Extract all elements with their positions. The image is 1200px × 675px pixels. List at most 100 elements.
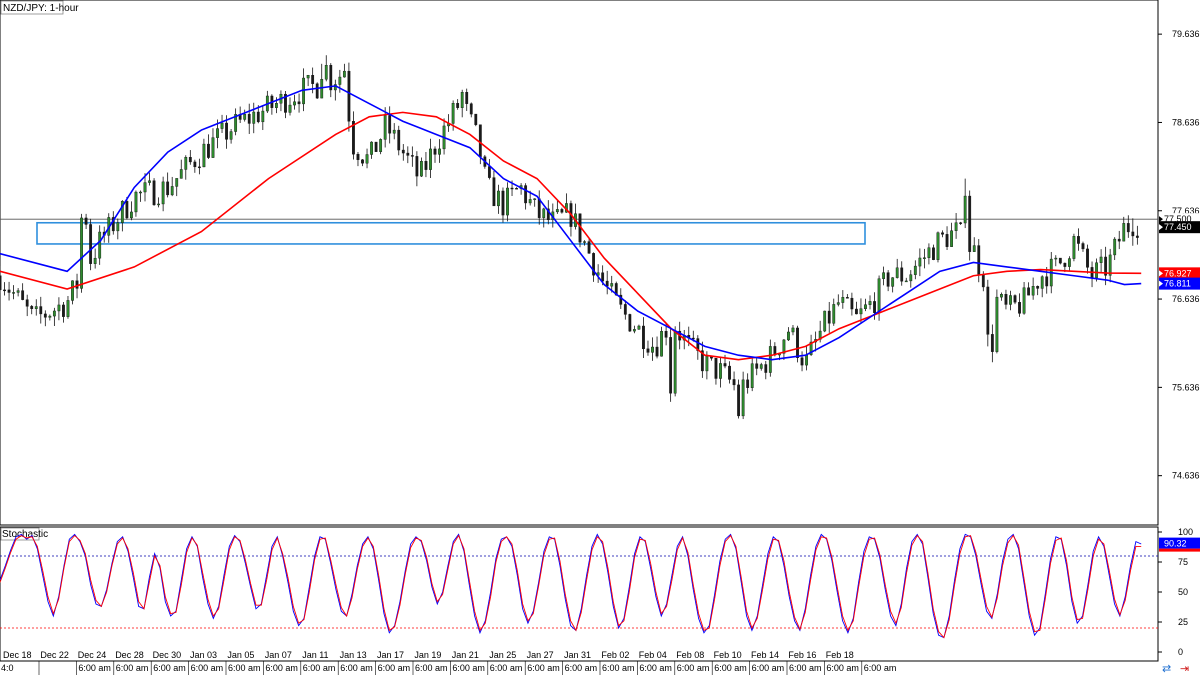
candle-body: [207, 143, 210, 158]
candle-body: [342, 70, 346, 78]
candle-body: [560, 209, 564, 213]
ma-blue-line: [0, 85, 1142, 361]
x-time-label: 6:00 am: [265, 663, 298, 673]
candle-body: [963, 195, 967, 224]
x-date-label: Dec 18: [3, 650, 32, 660]
x-date-label: Jan 17: [377, 650, 404, 660]
x-time-label: 6:00 am: [228, 663, 261, 673]
ma-red-tag-bg: [1159, 267, 1200, 280]
candle-body: [34, 306, 38, 309]
arrow-right-icon[interactable]: ⇥: [1180, 662, 1190, 675]
candle-body: [809, 341, 813, 355]
candle-body: [179, 169, 183, 179]
x-time-label: 6:00 am: [378, 663, 411, 673]
stochastic-lines: [0, 533, 1142, 639]
candle-body: [57, 304, 61, 312]
candle-body: [306, 75, 310, 79]
candle-body: [1131, 231, 1135, 237]
candle-body: [1031, 286, 1035, 296]
candle-body: [130, 211, 133, 219]
stoch-k-line: [0, 533, 1142, 639]
candle-body: [1036, 286, 1040, 289]
candle-body: [311, 75, 315, 84]
candle-body: [623, 304, 627, 315]
candle-body: [1117, 238, 1121, 242]
candle-body: [370, 141, 373, 155]
candle-body: [868, 301, 872, 305]
candle-body: [764, 364, 768, 373]
candle-body: [1022, 287, 1026, 314]
x-date-label: Feb 10: [714, 650, 742, 660]
stoch-tick-label: 50: [1178, 587, 1188, 597]
price-tick-label: 79.636: [1172, 29, 1200, 39]
price-tick-label: 75.636: [1172, 382, 1200, 392]
candle-body: [714, 358, 718, 379]
candle-body: [959, 222, 963, 224]
candle-body: [256, 111, 260, 123]
candle-body: [80, 217, 83, 289]
candle-body: [506, 187, 509, 216]
ma-red-line: [0, 111, 1142, 361]
candle-body: [651, 346, 654, 353]
x-time-label: 6:00 am: [415, 663, 448, 673]
x-date-label: Dec 24: [78, 650, 107, 660]
x-date-label: Feb 18: [826, 650, 854, 660]
candle-body: [832, 304, 836, 324]
x-date-label: Jan 13: [340, 650, 367, 660]
candle-body: [492, 177, 496, 207]
x-date-label: Jan 25: [489, 650, 516, 660]
candle-body: [827, 310, 831, 324]
x-date-label: Dec 30: [153, 650, 182, 660]
sync-icon[interactable]: ⇄: [1162, 662, 1172, 675]
price-tick-label: 76.636: [1172, 294, 1200, 304]
candle-body: [275, 103, 278, 108]
x-axis: Dec 18 4:0 Dec 22 6:00 am Dec 24 6:00 am Dec 2…: [1, 650, 896, 675]
price-y-ticks: 79.636 78.636 77.636 76.636 75.636 74.636: [1158, 29, 1200, 481]
ma-blue-tag: 76.811: [1164, 279, 1191, 289]
candle-body: [197, 166, 201, 169]
candle-body: [990, 334, 994, 352]
candle-body: [365, 154, 369, 164]
candle-body: [456, 103, 460, 108]
candle-body: [66, 300, 70, 317]
chart-title: NZD/JPY: 1-hour: [3, 3, 79, 14]
candle-body: [728, 365, 731, 380]
resistance-zone: [36, 221, 866, 245]
candle-body: [864, 304, 867, 309]
candle-body: [356, 153, 360, 160]
candle-body: [841, 297, 845, 303]
candle-body: [460, 92, 464, 108]
candle-body: [515, 188, 518, 190]
candle-body: [587, 241, 591, 254]
candle-body: [379, 139, 383, 152]
stoch-tick-label: 0: [1178, 647, 1183, 657]
x-time-label: 6:00 am: [602, 663, 635, 673]
candle-body: [134, 191, 138, 213]
candle-body: [660, 331, 663, 357]
candle-body: [220, 122, 224, 129]
candle-body: [601, 272, 605, 282]
candle-body: [21, 290, 25, 300]
x-date-label: Feb 14: [751, 650, 779, 660]
candle-body: [900, 267, 904, 282]
candle-body: [451, 103, 455, 124]
x-time-label: 6:00 am: [490, 663, 523, 673]
candle-body: [932, 247, 935, 260]
x-date-label: Jan 31: [564, 650, 591, 660]
x-time-label: 6:00 am: [527, 663, 560, 673]
candle-body: [338, 76, 342, 85]
last-price-tag-arrow: [1159, 224, 1163, 231]
candle-body: [759, 364, 763, 369]
candle-body: [1095, 262, 1098, 278]
candle-body: [859, 308, 863, 315]
candle-body: [800, 357, 804, 366]
candle-body: [71, 280, 74, 301]
candle-body: [1104, 256, 1108, 276]
stoch-tag-bg: [1159, 537, 1200, 549]
candle-body: [850, 297, 854, 310]
x-time-label: 6:00 am: [864, 663, 897, 673]
candle-body: [111, 217, 115, 232]
candle-body: [229, 131, 233, 140]
candle-body: [39, 306, 43, 315]
candle-body: [193, 161, 197, 168]
